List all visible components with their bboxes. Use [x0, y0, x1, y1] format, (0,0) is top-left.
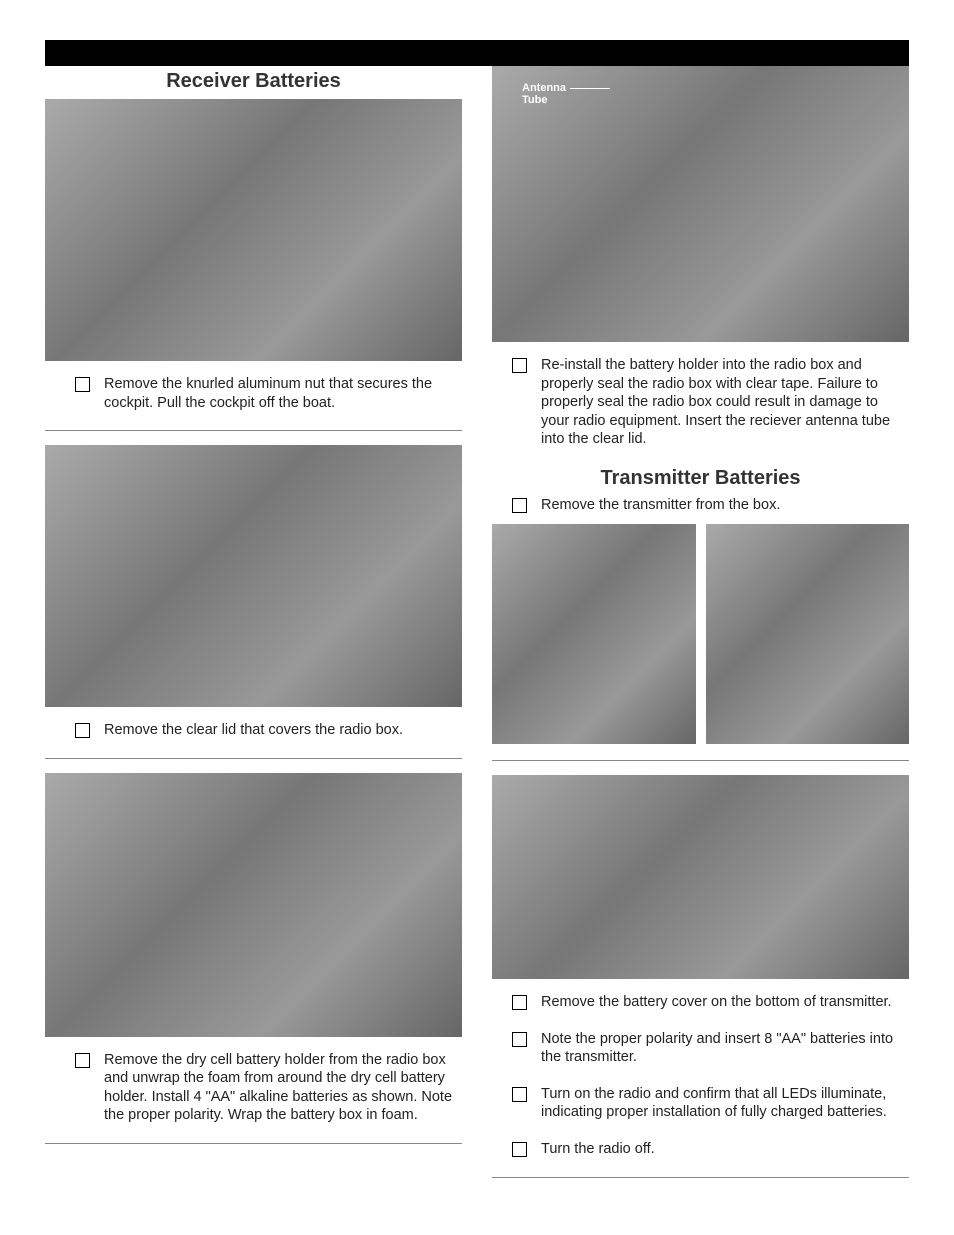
left-column: Receiver Batteries Remove the knurled al… — [45, 66, 462, 1192]
checkbox-icon[interactable] — [75, 723, 90, 738]
page: Receiver Batteries Remove the knurled al… — [0, 0, 954, 1232]
checkbox-icon[interactable] — [512, 498, 527, 513]
step-text: Turn on the radio and confirm that all L… — [541, 1085, 907, 1122]
checkbox-icon[interactable] — [75, 377, 90, 392]
step-turn-off-radio: Turn the radio off. — [492, 1140, 909, 1159]
header-black-bar — [45, 40, 909, 66]
divider — [45, 430, 462, 431]
step-text: Remove the dry cell battery holder from … — [104, 1051, 460, 1125]
step-remove-transmitter: Remove the transmitter from the box. — [492, 496, 909, 515]
checkbox-icon[interactable] — [512, 995, 527, 1010]
step-remove-battery-cover: Remove the battery cover on the bottom o… — [492, 993, 909, 1012]
divider — [45, 1143, 462, 1144]
transmitter-batteries-title: Transmitter Batteries — [492, 467, 909, 490]
label-line1: Antenna — [522, 82, 566, 94]
checkbox-icon[interactable] — [512, 1142, 527, 1157]
step-text: Remove the clear lid that covers the rad… — [104, 721, 403, 740]
step-turn-on-radio: Turn on the radio and confirm that all L… — [492, 1085, 909, 1122]
leader-line-icon — [570, 88, 610, 89]
photo-boat-cockpit — [45, 99, 462, 361]
step-reinstall-holder: Re-install the battery holder into the r… — [492, 356, 909, 449]
label-line2: Tube — [522, 94, 547, 106]
antenna-tube-label: Antenna Tube — [522, 82, 566, 106]
divider — [492, 1177, 909, 1178]
photo-radio-box-lid — [45, 445, 462, 707]
divider — [492, 760, 909, 761]
step-text: Note the proper polarity and insert 8 "A… — [541, 1030, 907, 1067]
step-install-aa: Remove the dry cell battery holder from … — [45, 1051, 462, 1125]
photo-transmitter-right — [706, 524, 910, 744]
right-column: Antenna Tube Re-install the battery hold… — [492, 66, 909, 1192]
photo-transmitter-left — [492, 524, 696, 744]
step-text: Remove the battery cover on the bottom o… — [541, 993, 892, 1012]
checkbox-icon[interactable] — [75, 1053, 90, 1068]
transmitter-photo-pair — [492, 524, 909, 744]
photo-transmitter-bottom — [492, 775, 909, 979]
step-text: Re-install the battery holder into the r… — [541, 356, 907, 449]
step-remove-lid: Remove the clear lid that covers the rad… — [45, 721, 462, 740]
step-text: Remove the transmitter from the box. — [541, 496, 780, 515]
two-column-layout: Receiver Batteries Remove the knurled al… — [45, 66, 909, 1192]
checkbox-icon[interactable] — [512, 358, 527, 373]
step-text: Turn the radio off. — [541, 1140, 655, 1159]
step-remove-cockpit: Remove the knurled aluminum nut that sec… — [45, 375, 462, 412]
photo-antenna-tube: Antenna Tube — [492, 66, 909, 342]
checkbox-icon[interactable] — [512, 1032, 527, 1047]
photo-battery-holder — [45, 773, 462, 1037]
step-text: Remove the knurled aluminum nut that sec… — [104, 375, 460, 412]
receiver-batteries-title: Receiver Batteries — [45, 70, 462, 93]
divider — [45, 758, 462, 759]
step-insert-8aa: Note the proper polarity and insert 8 "A… — [492, 1030, 909, 1067]
checkbox-icon[interactable] — [512, 1087, 527, 1102]
